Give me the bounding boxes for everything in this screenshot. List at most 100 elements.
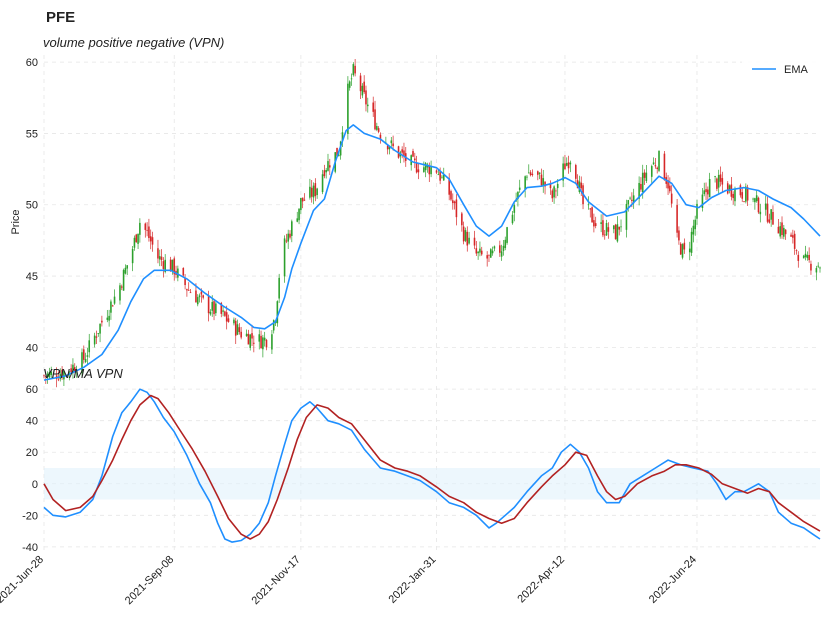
candle-body xyxy=(43,375,45,377)
candle-body xyxy=(790,234,792,237)
candle-body xyxy=(772,212,774,225)
candle-body xyxy=(347,83,349,134)
candle-body xyxy=(605,223,608,236)
candle-body xyxy=(549,183,552,189)
candle-body xyxy=(679,243,682,255)
candle-body xyxy=(779,226,782,237)
vpn-ytick-label: 60 xyxy=(26,384,38,396)
candle-body xyxy=(631,199,633,201)
vpn-line xyxy=(43,388,821,543)
candle-body xyxy=(101,320,103,323)
candle-body xyxy=(46,373,49,378)
candle-body xyxy=(301,197,304,202)
candle-body xyxy=(527,172,530,174)
candle-body xyxy=(227,318,230,322)
candle-body xyxy=(757,197,760,213)
candle-body xyxy=(678,230,680,241)
candle-body xyxy=(359,75,362,92)
candle-body xyxy=(638,182,640,199)
candle-body xyxy=(207,295,210,314)
candle-body xyxy=(135,234,138,243)
candle-body xyxy=(766,203,769,222)
candle-body xyxy=(564,163,566,170)
candle-body xyxy=(641,172,644,193)
candle-body xyxy=(616,224,619,242)
candle-body xyxy=(200,291,203,295)
candle-body xyxy=(93,335,96,345)
candle-body xyxy=(721,178,724,185)
candle-body xyxy=(323,170,326,177)
candle-body xyxy=(486,255,488,259)
candle-body xyxy=(106,317,109,320)
candle-body xyxy=(531,173,534,176)
candle-body xyxy=(690,231,693,253)
candle-body xyxy=(477,251,479,254)
candle-body xyxy=(504,239,507,249)
candle-body xyxy=(466,231,469,246)
candle-body xyxy=(650,166,653,177)
candle-body xyxy=(296,218,299,222)
candle-body xyxy=(417,169,420,173)
candle-body xyxy=(258,334,261,342)
candle-body xyxy=(627,200,630,205)
candle-body xyxy=(783,227,785,237)
candle-body xyxy=(82,349,85,360)
candle-body xyxy=(225,312,228,322)
candle-body xyxy=(607,227,610,232)
candle-body xyxy=(325,169,327,173)
candle-body xyxy=(640,183,642,190)
candle-body xyxy=(245,333,248,337)
price-panel-title: volume positive negative (VPN) xyxy=(43,35,224,50)
candle-body xyxy=(50,371,53,376)
candle-body xyxy=(113,296,116,304)
candle-body xyxy=(386,145,389,150)
candle-body xyxy=(777,226,780,234)
candle-body xyxy=(764,203,767,210)
candle-body xyxy=(122,270,125,291)
candle-body xyxy=(177,268,179,278)
candle-body xyxy=(164,259,166,272)
candle-body xyxy=(694,219,696,230)
candle-body xyxy=(589,208,592,210)
candle-body xyxy=(658,151,660,171)
candle-body xyxy=(198,295,201,298)
candle-body xyxy=(643,172,646,178)
candle-body xyxy=(453,201,456,204)
candle-body xyxy=(705,189,707,193)
candle-body xyxy=(61,369,63,378)
candle-body xyxy=(540,174,543,186)
candle-body xyxy=(312,185,315,198)
candle-body xyxy=(388,147,391,150)
candle-body xyxy=(276,301,279,324)
candle-body xyxy=(148,226,150,239)
candle-body xyxy=(701,194,704,209)
candle-body xyxy=(511,214,514,224)
x-tick-label: 2021-Sep-08 xyxy=(123,554,176,607)
candle-body xyxy=(591,207,593,223)
candle-body xyxy=(211,301,214,311)
candle-body xyxy=(506,227,508,243)
candle-body xyxy=(587,204,590,206)
candle-body xyxy=(377,128,380,132)
candle-body xyxy=(526,176,528,178)
candle-body xyxy=(412,151,414,157)
candle-body xyxy=(439,170,441,181)
candle-body xyxy=(612,225,615,230)
candle-body xyxy=(63,371,65,380)
candle-body xyxy=(392,143,394,147)
x-tick-label: 2022-Jan-31 xyxy=(386,554,438,606)
candle-body xyxy=(157,248,159,259)
candle-body xyxy=(88,340,91,353)
candle-body xyxy=(784,229,787,235)
candle-body xyxy=(517,191,519,199)
candle-body xyxy=(86,355,89,357)
candle-body xyxy=(499,245,501,253)
x-tick-label: 2021-Nov-17 xyxy=(250,554,303,607)
candle-body xyxy=(70,368,72,373)
candle-body xyxy=(348,81,351,88)
candle-body xyxy=(442,174,445,181)
candle-body xyxy=(187,289,190,291)
candle-body xyxy=(448,178,450,195)
candle-body xyxy=(551,190,554,199)
candle-body xyxy=(137,233,139,244)
